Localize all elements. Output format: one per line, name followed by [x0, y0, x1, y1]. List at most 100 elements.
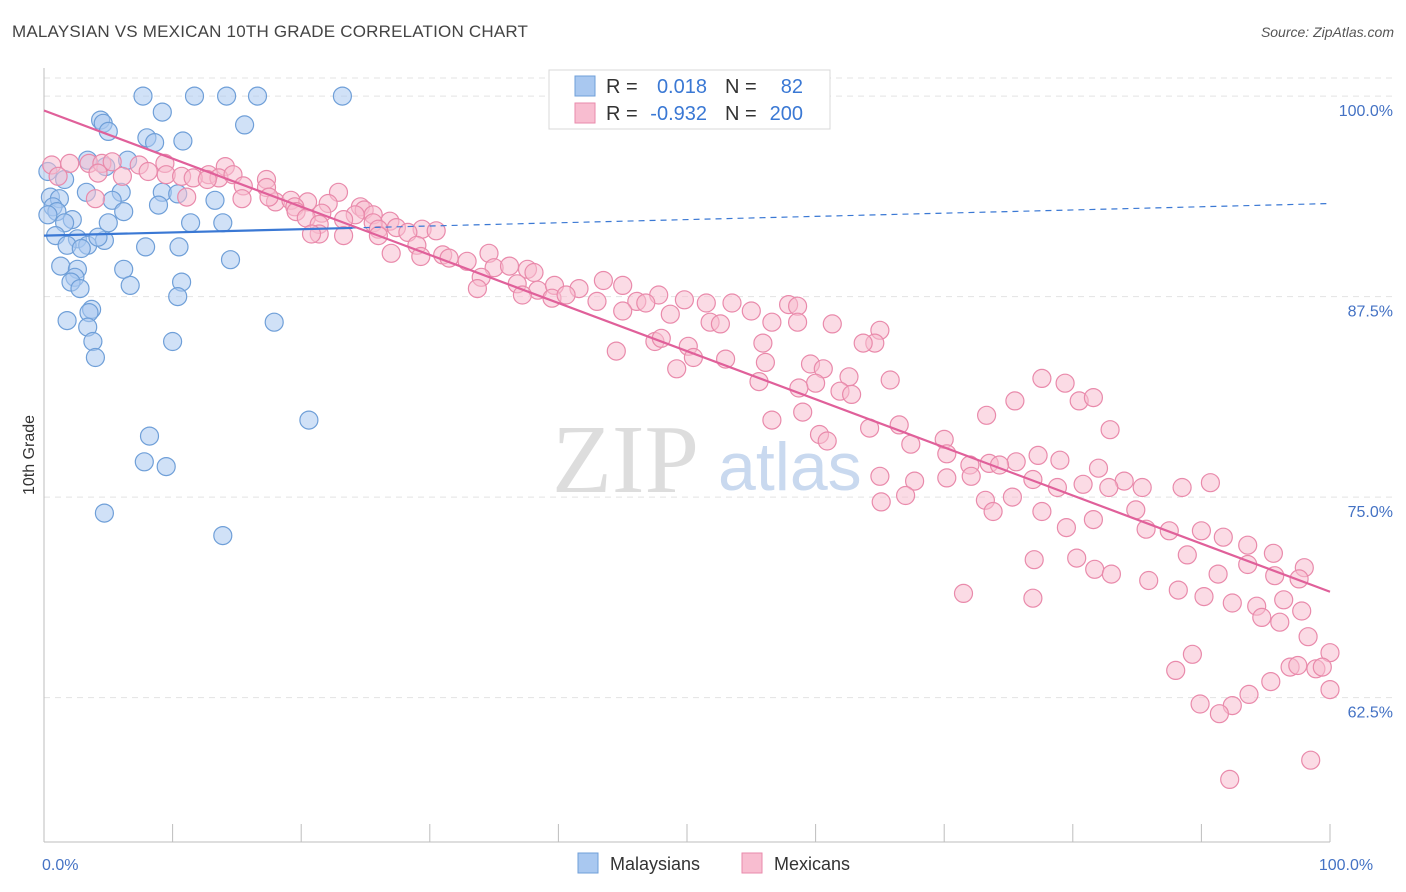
mexican-point — [1238, 535, 1258, 555]
x-tick-label: 0.0% — [42, 857, 78, 874]
mexican-point — [85, 189, 106, 209]
mexican-point — [381, 243, 401, 263]
mexican-point — [88, 163, 108, 183]
gridlines — [44, 77, 1394, 699]
mexican-point — [805, 373, 826, 393]
mexican-point — [755, 352, 776, 372]
malaysian-point — [134, 452, 154, 472]
mexican-point — [606, 341, 626, 361]
malaysian-point — [217, 86, 237, 106]
mexican-point — [1132, 477, 1152, 498]
malaysian-point — [148, 195, 169, 215]
legend-malaysians-swatch — [577, 852, 599, 874]
mexican-point — [524, 262, 544, 283]
mexican-point — [1099, 477, 1119, 498]
mexican-point — [787, 296, 808, 316]
malaysian-point — [71, 238, 91, 259]
mexican-point — [660, 304, 680, 324]
n-value-1: 82 — [781, 76, 803, 98]
mexican-point — [1002, 487, 1023, 507]
mexican-point — [593, 270, 614, 291]
data-points — [38, 86, 1340, 790]
mexican-point — [1172, 477, 1192, 498]
mexican-point — [817, 431, 837, 451]
mexican-point — [1088, 458, 1109, 478]
stats-legend: R = 0.018 N = 82 R = -0.932 N = 200 — [548, 69, 831, 130]
r-label-1: R = — [606, 76, 638, 98]
malaysian-point — [156, 457, 176, 477]
legend-mexicans-swatch — [741, 852, 763, 874]
mexican-point — [1023, 588, 1043, 608]
mexican-point — [1320, 679, 1340, 700]
malaysians-points — [38, 86, 352, 546]
mexican-point — [1032, 501, 1052, 522]
mexican-point — [1263, 543, 1284, 563]
r-label-2: R = — [606, 103, 638, 125]
mexican-point — [334, 226, 354, 246]
mexican-point — [976, 405, 997, 425]
mexican-point — [1166, 660, 1186, 681]
mexican-point — [457, 251, 477, 271]
mexican-point — [232, 189, 252, 209]
mexican-point — [1056, 517, 1077, 538]
mexican-point — [870, 466, 890, 486]
mexican-point — [1289, 569, 1309, 589]
mexican-point — [1292, 601, 1312, 621]
malaysian-point — [152, 102, 172, 122]
malaysian-point — [299, 410, 319, 430]
malaysian-point — [70, 279, 90, 299]
mexican-point — [1252, 607, 1272, 628]
watermark-zip: ZIP — [552, 406, 699, 514]
mexican-point — [1177, 545, 1197, 565]
mexican-point — [1190, 694, 1210, 714]
x-tick-label: 100.0% — [1319, 857, 1373, 874]
n-label-1: N = — [725, 76, 757, 98]
mexican-point — [722, 293, 742, 313]
y-tick-label: 75.0% — [1348, 504, 1393, 521]
mexican-point — [710, 314, 731, 334]
mexican-point — [961, 466, 981, 486]
mexican-point — [613, 275, 633, 295]
mexican-point — [1239, 684, 1259, 705]
mexican-point — [937, 468, 957, 488]
trend-lines — [43, 109, 1331, 593]
mexican-point — [1301, 750, 1321, 770]
mexican-point — [613, 301, 633, 321]
malaysian-point — [163, 331, 183, 352]
malaysian-point — [114, 259, 134, 279]
mexican-point — [1213, 527, 1233, 547]
mexican-point — [1288, 655, 1308, 676]
legend-malaysians-label: Malaysians — [610, 854, 700, 874]
malaysian-point — [173, 131, 193, 151]
mexican-point — [787, 312, 808, 332]
mexicans-swatch — [574, 102, 596, 124]
source-label: Source: ZipAtlas.com — [1260, 24, 1394, 40]
mexican-point — [753, 333, 773, 353]
mexican-point — [789, 378, 809, 398]
malaysian-point — [213, 525, 233, 546]
malaysian-point — [184, 86, 205, 106]
mexican-point — [762, 312, 782, 332]
malaysian-point — [83, 331, 103, 352]
mexican-point — [1274, 590, 1294, 610]
mexican-point — [1067, 548, 1087, 568]
mexican-point — [60, 153, 80, 173]
malaysian-point — [114, 202, 134, 222]
legend-mexicans-label: Mexicans — [774, 854, 850, 874]
mexican-point — [741, 301, 761, 321]
mexican-point — [177, 187, 197, 207]
malaysians-trend-extension — [352, 202, 1331, 229]
mexican-point — [499, 256, 520, 276]
malaysian-point — [38, 205, 58, 225]
malaysian-point — [264, 312, 284, 332]
mexican-point — [1032, 368, 1052, 388]
mexican-point — [1168, 580, 1188, 600]
r-value-1: 0.018 — [657, 76, 707, 98]
mexican-point — [426, 221, 446, 241]
watermark-atlas: atlas — [718, 429, 862, 505]
mexican-point — [1083, 509, 1104, 530]
malaysian-point — [94, 503, 115, 523]
mexican-point — [1194, 586, 1214, 607]
mexican-point — [1005, 391, 1025, 411]
